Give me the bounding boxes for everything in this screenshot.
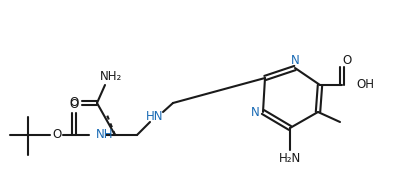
Text: O: O <box>69 98 79 112</box>
Text: O: O <box>342 55 352 68</box>
Text: O: O <box>52 128 62 142</box>
Text: N: N <box>291 54 299 66</box>
Text: NH₂: NH₂ <box>100 70 122 84</box>
Text: HN: HN <box>146 111 164 123</box>
Text: OH: OH <box>356 79 374 92</box>
Text: N: N <box>251 105 260 118</box>
Text: NH: NH <box>96 128 113 142</box>
Text: H₂N: H₂N <box>279 151 301 165</box>
Text: O: O <box>69 97 79 109</box>
